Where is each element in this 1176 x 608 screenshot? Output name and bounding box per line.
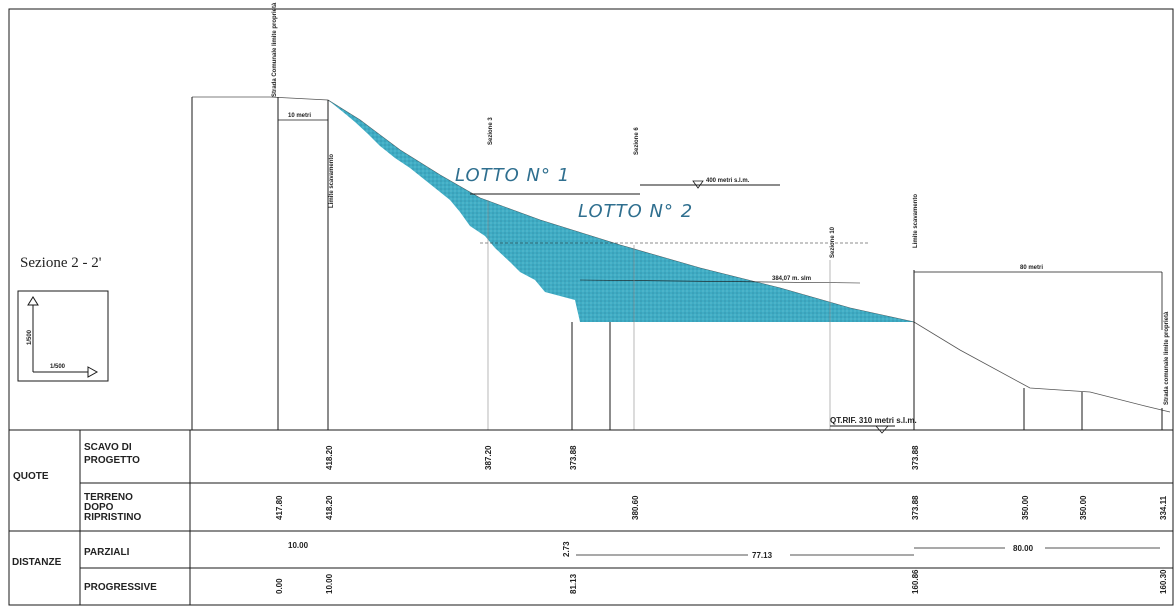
road-right-label: Strada comunale limite proprietà <box>1164 311 1170 405</box>
scavo-values: 418.20 387.20 373.88 373.88 <box>325 445 920 470</box>
vertical-lines <box>191 97 1163 430</box>
progressive-value: 0.00 <box>275 578 284 594</box>
scavo-value: 373.88 <box>911 445 920 470</box>
lot2-label: LOTTO N° 2 <box>578 201 693 222</box>
terreno-value: 417.80 <box>275 495 284 520</box>
lot1-level-label: 400 metri s.l.m. <box>706 178 750 184</box>
row-parziali: PARZIALI <box>84 547 130 558</box>
road-left-label: Strada Comunale limite proprietà <box>272 2 278 97</box>
terreno-value: 350.00 <box>1079 495 1088 520</box>
limit-right-label: Limite scavamento <box>913 194 919 248</box>
scavo-value: 373.88 <box>569 445 578 470</box>
row-progressive: PROGRESSIVE <box>84 582 157 593</box>
excavation-fill <box>328 100 914 322</box>
progressive-value: 10.00 <box>325 573 334 594</box>
dim-left-label: 10 metri <box>288 113 311 119</box>
section-title: Sezione 2 - 2' <box>20 255 102 271</box>
terrain-profile <box>192 96 1171 413</box>
data-table <box>9 429 1173 605</box>
scale-horizontal-label: 1/500 <box>50 364 66 370</box>
lot1-label: LOTTO N° 1 <box>455 165 570 186</box>
terreno-values: 417.80 418.20 380.60 373.88 350.00 350.0… <box>275 495 1168 520</box>
row-terreno: TERRENO DOPO RIPRISTINO <box>84 492 141 523</box>
sezione-10-label: Sezione 10 <box>830 226 836 258</box>
terreno-value: 373.88 <box>911 495 920 520</box>
drawing-frame <box>8 8 1174 606</box>
parziali-value: 80.00 <box>1013 544 1034 553</box>
terreno-value: 418.20 <box>325 495 334 520</box>
parziali-value: 2.73 <box>562 541 571 557</box>
progressive-value: 160.86 <box>911 569 920 594</box>
lot2-level-line-2 <box>579 279 861 284</box>
lot2-level-label: 384,07 m. slm <box>772 276 811 282</box>
row-scavo: SCAVO DI PROGETTO <box>84 442 140 466</box>
progressive-value: 160.30 <box>1159 569 1168 594</box>
limit-left-label: Limite scavamento <box>329 154 335 208</box>
progressive-value: 81.13 <box>569 573 578 594</box>
group-quote: QUOTE <box>13 471 49 482</box>
parziali-value: 10.00 <box>288 541 309 550</box>
reference-level-label: QT.RIF. 310 metri s.l.m. <box>830 416 917 425</box>
terreno-value: 334.11 <box>1159 495 1168 520</box>
dim-right-label: 80 metri <box>1020 265 1043 271</box>
terreno-value: 350.00 <box>1021 495 1030 520</box>
sezione-6-label: Sezione 6 <box>634 127 640 155</box>
scavo-value: 387.20 <box>484 445 493 470</box>
up-arrow-icon <box>27 296 39 306</box>
parziali-value: 77.13 <box>752 551 773 560</box>
scale-box <box>17 290 109 382</box>
sezione-3-label: Sezione 3 <box>488 117 494 145</box>
terreno-value: 380.60 <box>631 495 640 520</box>
scavo-value: 418.20 <box>325 445 334 470</box>
lot1-level-marker <box>692 180 704 189</box>
scale-vertical-label: 1/500 <box>27 329 33 345</box>
terrain-line <box>192 96 1171 413</box>
progressive-values: 0.00 10.00 81.13 160.86 160.30 <box>275 569 1168 594</box>
parziali-values: 10.00 2.73 77.13 80.00 <box>288 541 1160 560</box>
group-distanze: DISTANZE <box>12 557 62 568</box>
right-arrow-icon <box>87 366 99 378</box>
dimensions <box>278 119 1163 330</box>
